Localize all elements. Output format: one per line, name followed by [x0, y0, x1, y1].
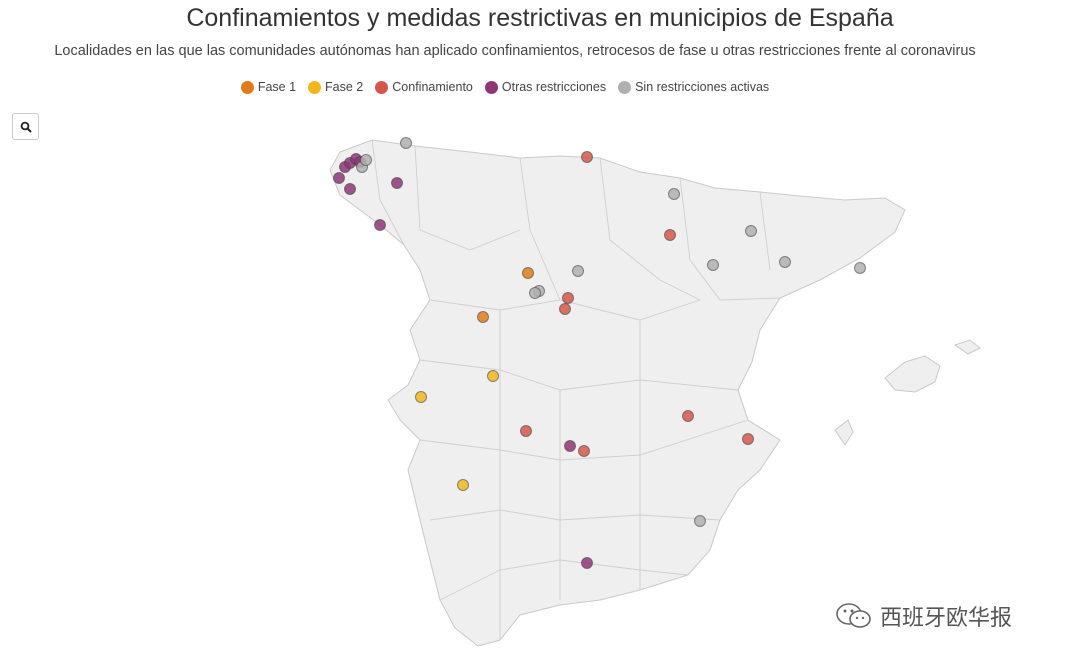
legend-label-confinamiento: Confinamiento — [392, 80, 473, 94]
marker-confinamiento[interactable] — [742, 433, 754, 445]
marker-confinamiento[interactable] — [664, 229, 676, 241]
legend-swatch-otras — [484, 80, 498, 94]
marker-fase2[interactable] — [487, 370, 499, 382]
marker-confinamiento[interactable] — [578, 445, 590, 457]
legend: Fase 1 Fase 2 Confinamiento Otras restri… — [0, 80, 1010, 94]
marker-sin[interactable] — [668, 188, 680, 200]
marker-otras[interactable] — [581, 557, 593, 569]
marker-confinamiento[interactable] — [559, 303, 571, 315]
marker-otras[interactable] — [333, 172, 345, 184]
watermark-text: 西班牙欧华报 — [880, 605, 1013, 630]
marker-fase2[interactable] — [457, 479, 469, 491]
marker-confinamiento[interactable] — [562, 292, 574, 304]
watermark: 西班牙欧华报 — [834, 600, 1012, 632]
marker-confinamiento[interactable] — [520, 425, 532, 437]
spain-mainland — [329, 139, 906, 647]
legend-item-fase2[interactable]: Fase 2 — [308, 80, 363, 94]
markers — [333, 137, 866, 569]
marker-fase1[interactable] — [477, 311, 489, 323]
marker-sin[interactable] — [694, 515, 706, 527]
province-borders — [371, 139, 781, 640]
marker-otras[interactable] — [374, 219, 386, 231]
marker-sin[interactable] — [707, 259, 719, 271]
marker-confinamiento[interactable] — [581, 151, 593, 163]
marker-otras[interactable] — [391, 177, 403, 189]
legend-item-otras[interactable]: Otras restricciones — [484, 80, 607, 94]
search-icon — [20, 121, 32, 133]
legend-swatch-fase2 — [308, 80, 322, 94]
wechat-icon — [836, 603, 871, 628]
marker-sin[interactable] — [854, 262, 866, 274]
marker-otras[interactable] — [344, 183, 356, 195]
legend-item-fase1[interactable]: Fase 1 — [240, 80, 297, 94]
map-subtitle: Localidades en las que las comunidades a… — [54, 43, 976, 59]
marker-sin[interactable] — [400, 137, 412, 149]
ibiza — [834, 419, 854, 446]
legend-item-confinamiento[interactable]: Confinamiento — [375, 80, 473, 94]
marker-otras[interactable] — [564, 440, 576, 452]
marker-sin[interactable] — [360, 154, 372, 166]
map-title: Confinamientos y medidas restrictivas en… — [186, 4, 894, 32]
marker-sin[interactable] — [529, 287, 541, 299]
marker-confinamiento[interactable] — [682, 410, 694, 422]
marker-fase1[interactable] — [522, 267, 534, 279]
legend-label-fase2: Fase 2 — [325, 80, 364, 94]
marker-sin[interactable] — [572, 265, 584, 277]
legend-label-sin: Sin restricciones activas — [635, 80, 770, 94]
legend-label-otras: Otras restricciones — [501, 80, 607, 94]
marker-sin[interactable] — [779, 256, 791, 268]
legend-item-sin[interactable]: Sin restricciones activas — [618, 80, 769, 94]
legend-swatch-fase1 — [240, 80, 254, 94]
menorca — [953, 339, 981, 355]
legend-swatch-sin — [618, 80, 632, 94]
mallorca — [884, 355, 941, 393]
marker-sin[interactable] — [745, 225, 757, 237]
marker-fase2[interactable] — [415, 391, 427, 403]
legend-swatch-confinamiento — [375, 80, 389, 94]
legend-label-fase1: Fase 1 — [257, 80, 297, 94]
search-button[interactable] — [12, 113, 39, 140]
